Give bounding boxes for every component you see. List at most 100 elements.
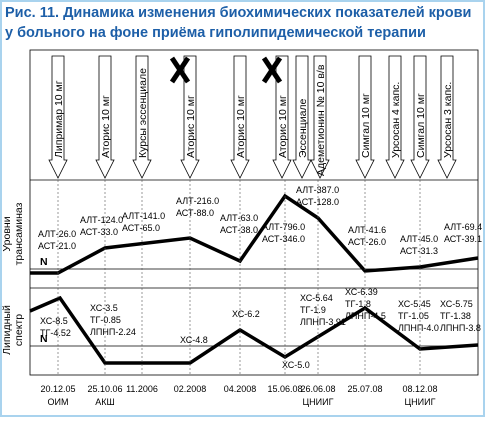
- annotation: АСТ-88.0: [176, 208, 214, 218]
- annotation: АСТ-65.0: [122, 223, 160, 233]
- annotation: АЛТ-141.0: [122, 211, 165, 221]
- date-label: 11.2006: [126, 384, 158, 394]
- transaminase-curve: [30, 193, 479, 275]
- arrow-shape: [132, 55, 152, 179]
- intervention-arrow: Аторис 10 мг: [230, 55, 250, 179]
- title-line: у больного на фоне приёма гиполипидемиче…: [5, 25, 426, 41]
- annotation: ХС-5.64: [300, 293, 333, 303]
- annotation: ЛПНП-3.8: [440, 323, 481, 333]
- arrow-shape: [385, 55, 405, 179]
- event-label: ЦНИИГ: [405, 397, 436, 407]
- intervention-arrow: Аторис 10 мг: [261, 55, 292, 179]
- intervention-arrow: Симгал 10 мг: [355, 55, 375, 179]
- intervention-label: Адеметионин № 10 в/в: [315, 64, 327, 176]
- annotation: АСТ-39.1: [444, 234, 482, 244]
- annotation: ХС-5.75: [440, 299, 473, 309]
- norm-label: N: [40, 256, 48, 268]
- annotation: АЛТ-26.0: [38, 229, 76, 239]
- annotation: АСТ-33.0: [80, 227, 118, 237]
- intervention-label: Аторис 10 мг: [277, 95, 289, 158]
- annotation: ТГ-1.38: [440, 311, 471, 321]
- chart-box: [29, 49, 479, 376]
- annotation: ТГ-1.8: [345, 299, 371, 309]
- intervention-arrow: Аторис 10 мг: [169, 55, 200, 179]
- annotation: АСТ-31.3: [400, 246, 438, 256]
- annotation: АЛТ-216.0: [176, 196, 219, 206]
- annotation: ЛПНП-3.91: [300, 317, 346, 327]
- date-label: 26.06.08: [300, 384, 335, 394]
- arrow-shape: [272, 55, 292, 179]
- annotation: АЛТ-796.0: [262, 222, 305, 232]
- intervention-arrow: Урсосан 3 капс.: [437, 55, 457, 179]
- date-label: 20.12.05: [40, 384, 75, 394]
- arrow-shape: [437, 55, 457, 179]
- arrow-shape: [95, 55, 115, 179]
- intervention-label: Эссенциале: [297, 98, 309, 158]
- event-label: ЦНИИГ: [303, 397, 334, 407]
- annotation: ХС-4.8: [180, 335, 208, 345]
- intervention-label: Урсосан 4 капс.: [390, 82, 402, 158]
- annotation: ХС-8.5: [40, 316, 68, 326]
- arrow-shape: [292, 55, 312, 179]
- intervention-label: Аторис 10 мг: [235, 95, 247, 158]
- intervention-label: Липримар 10 мг: [53, 80, 65, 158]
- annotation: АЛТ-69.4: [444, 222, 482, 232]
- intervention-arrow: Урсосан 4 капс.: [385, 55, 405, 179]
- annotation: ХС-3.5: [90, 303, 118, 313]
- date-label: 25.07.08: [347, 384, 382, 394]
- date-label: 08.12.08: [402, 384, 437, 394]
- intervention-arrow: Липримар 10 мг: [48, 55, 68, 179]
- arrow-shape: [410, 55, 430, 179]
- annotation: АСТ-38.0: [220, 225, 258, 235]
- intervention-arrow: Адеметионин № 10 в/в: [310, 55, 330, 179]
- panel-title: Липидный: [1, 305, 13, 355]
- annotation: АЛТ-124.0: [80, 215, 123, 225]
- annotation: ЛПНП-2.24: [90, 327, 136, 337]
- annotation: ХС-6.39: [345, 287, 378, 297]
- annotation: АСТ-128.0: [296, 197, 339, 207]
- arrow-shape: [48, 55, 68, 179]
- annotation: ЛПНП-4.0: [398, 323, 439, 333]
- panel-title: спектр: [13, 314, 25, 346]
- annotation: ТГ-1.05: [398, 311, 429, 321]
- intervention-label: Урсосан 3 капс.: [442, 82, 454, 158]
- panel-title: трансаминаз: [13, 202, 25, 265]
- cross: [169, 56, 191, 84]
- annotation: ТГ-4.52: [40, 328, 71, 338]
- intervention-label: Аторис 10 мг: [100, 95, 112, 158]
- event-label: ОИМ: [48, 397, 69, 407]
- cross: [261, 56, 283, 84]
- annotation: ТГ-1.9: [300, 305, 326, 315]
- annotation: АЛТ-45.0: [400, 234, 438, 244]
- intervention-label: Симгал 10 мг: [415, 93, 427, 158]
- panel-title: Уровни: [1, 216, 13, 251]
- annotation: АСТ-21.0: [38, 241, 76, 251]
- date-label: 25.10.06: [87, 384, 122, 394]
- date-label: 02.2008: [174, 384, 207, 394]
- annotation: АЛТ-63.0: [220, 213, 258, 223]
- intervention-label: Курсы эссенциале: [137, 68, 149, 158]
- annotation: ХС-5.0: [282, 360, 310, 370]
- arrow-shape: [355, 55, 375, 179]
- intervention-arrow: Аторис 10 мг: [95, 55, 115, 179]
- arrow-shape: [230, 55, 250, 179]
- arrow-shape: [310, 55, 330, 179]
- date-label: 15.06.08: [267, 384, 302, 394]
- annotation: АЛТ-41.6: [348, 225, 386, 235]
- title-line: Рис. 11. Динамика изменения биохимически…: [5, 5, 471, 21]
- intervention-label: Аторис 10 мг: [185, 95, 197, 158]
- annotation: ХС-6.2: [232, 309, 260, 319]
- annotation: АСТ-346.0: [262, 234, 305, 244]
- intervention-label: Симгал 10 мг: [360, 93, 372, 158]
- intervention-arrow: Курсы эссенциале: [132, 55, 152, 179]
- annotation: ТГ-0.85: [90, 315, 121, 325]
- arrow-shape: [180, 55, 200, 179]
- annotation: ЛПНП-4.5: [345, 311, 386, 321]
- intervention-arrow: Симгал 10 мг: [410, 55, 430, 179]
- annotation: АЛТ-387.0: [296, 185, 339, 195]
- annotation: ХС-5.45: [398, 299, 431, 309]
- date-label: 04.2008: [224, 384, 257, 394]
- annotation: АСТ-26.0: [348, 237, 386, 247]
- intervention-arrow: Эссенциале: [292, 55, 312, 179]
